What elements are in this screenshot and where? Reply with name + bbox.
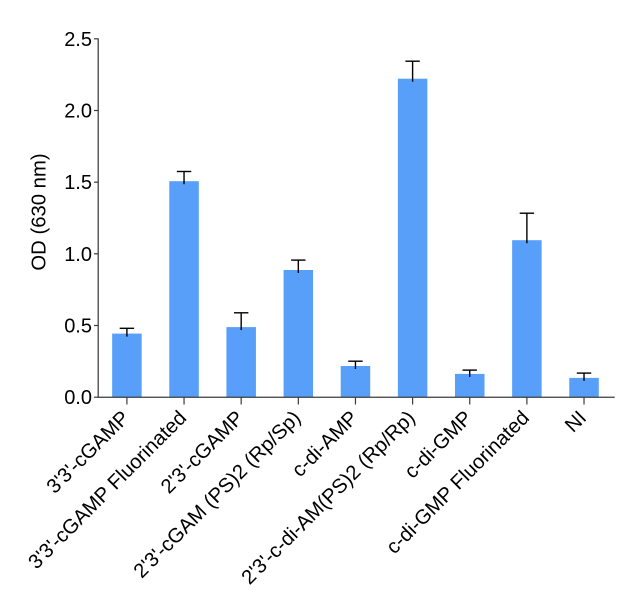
svg-text:1.0: 1.0 (64, 244, 92, 266)
svg-text:1.5: 1.5 (64, 172, 92, 194)
svg-text:OD (630 nm): OD (630 nm) (29, 153, 51, 270)
svg-text:2.0: 2.0 (64, 101, 92, 123)
svg-text:0.0: 0.0 (64, 387, 92, 409)
svg-text:2.5: 2.5 (64, 29, 92, 51)
svg-text:0.5: 0.5 (64, 316, 92, 338)
